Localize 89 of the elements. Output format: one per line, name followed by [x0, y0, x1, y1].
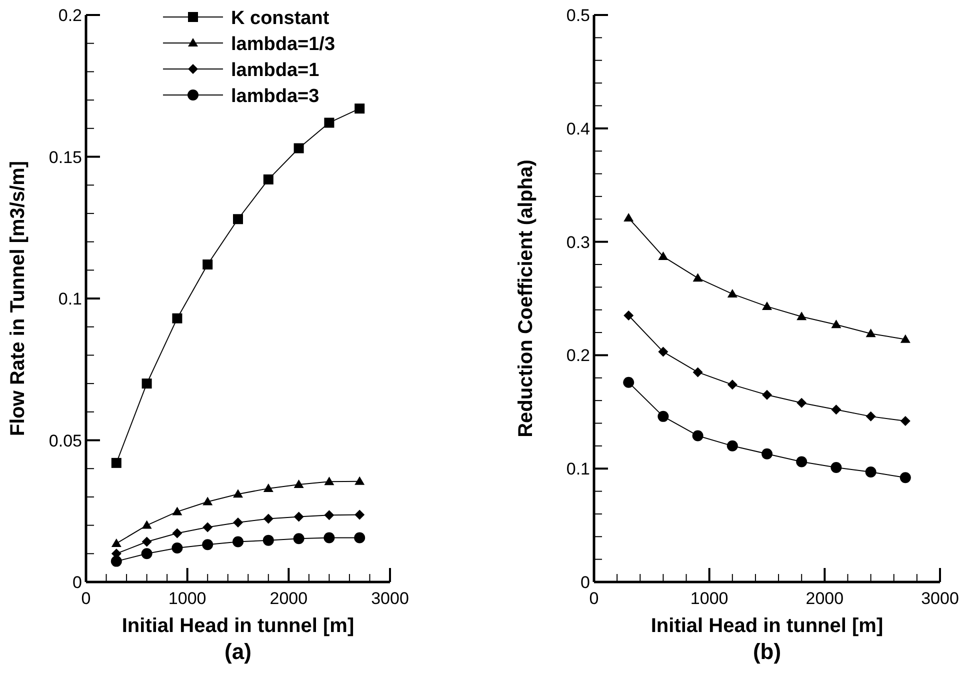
- point: [354, 532, 366, 544]
- point: [233, 517, 243, 528]
- legend-label: lambda=1: [231, 60, 320, 81]
- point: [658, 252, 668, 260]
- point: [110, 556, 122, 567]
- point: [762, 390, 772, 400]
- point: [831, 320, 842, 328]
- point: [692, 430, 704, 442]
- point: [172, 313, 182, 324]
- point: [202, 259, 213, 270]
- point: [866, 328, 876, 338]
- point: [263, 174, 274, 184]
- point: [111, 458, 122, 468]
- point: [796, 456, 808, 468]
- x-tick-label: 1000: [168, 589, 206, 608]
- x-tick-label: 1000: [690, 589, 728, 608]
- x-tick-label: 2000: [270, 589, 308, 608]
- point: [658, 346, 668, 357]
- point: [232, 536, 244, 548]
- point: [727, 380, 738, 390]
- y-tick-label: 0: [72, 573, 82, 592]
- point: [202, 522, 213, 532]
- point: [142, 536, 152, 547]
- point: [142, 520, 152, 529]
- point: [762, 448, 772, 460]
- point: [172, 506, 182, 516]
- point: [658, 410, 669, 422]
- point: [865, 466, 876, 478]
- legend-label: lambda=1/3: [231, 34, 336, 55]
- y-tick-label: 0.5: [566, 6, 590, 25]
- point: [202, 496, 213, 506]
- point: [233, 489, 243, 498]
- point: [141, 548, 152, 560]
- y-tick-label: 0.05: [48, 431, 82, 450]
- y-tick-label: 0.1: [58, 290, 82, 308]
- point: [830, 462, 842, 473]
- x-tick-label: 3000: [921, 589, 959, 608]
- point: [324, 532, 335, 544]
- point: [727, 288, 738, 298]
- point: [796, 312, 807, 320]
- y-tick-label: 0: [580, 573, 590, 592]
- y-tick-label: 0.3: [566, 232, 590, 252]
- point: [324, 510, 334, 520]
- point: [354, 476, 365, 485]
- y-tick-label: 0.4: [566, 119, 590, 138]
- point: [202, 539, 214, 550]
- text: (b): [752, 639, 782, 664]
- point: [233, 214, 243, 224]
- point: [263, 514, 274, 524]
- point: [623, 376, 634, 388]
- point: [726, 440, 738, 452]
- y-axis-title: Flow Rate in Tunnel [m3/s/m]: [7, 160, 29, 436]
- point: [324, 118, 334, 128]
- point: [900, 472, 911, 484]
- point: [294, 512, 304, 522]
- point: [762, 301, 772, 310]
- point: [142, 378, 152, 389]
- point: [324, 476, 334, 486]
- point: [692, 273, 703, 282]
- x-tick-label: 3000: [371, 589, 409, 608]
- point: [293, 533, 304, 544]
- point: [172, 542, 183, 554]
- point: [172, 528, 182, 538]
- point: [262, 534, 274, 546]
- legend-label: lambda=3: [231, 86, 320, 107]
- point: [866, 411, 876, 422]
- y-tick-label: 0.2: [58, 6, 82, 25]
- point: [354, 510, 365, 520]
- point: [692, 367, 703, 378]
- x-tick-label: 2000: [806, 589, 844, 608]
- x-axis-title: Initial Head in tunnel [m]: [650, 615, 884, 637]
- point: [111, 538, 122, 547]
- y-axis-title: Reduction Coefficient (alpha): [515, 160, 537, 438]
- point: [263, 483, 274, 492]
- point: [831, 404, 842, 415]
- point: [294, 143, 304, 154]
- point: [900, 416, 910, 426]
- y-tick-label: 0.2: [566, 346, 590, 366]
- point: [900, 334, 910, 343]
- point: [796, 398, 807, 408]
- y-tick-label: 0.1: [566, 460, 590, 479]
- point: [294, 479, 304, 488]
- point: [624, 310, 634, 321]
- point: [354, 104, 365, 114]
- text: (a): [224, 639, 252, 664]
- y-tick-label: 0.15: [48, 148, 82, 167]
- x-axis-title: Initial Head in tunnel [m]: [122, 615, 354, 637]
- legend-label: K constant: [231, 8, 330, 29]
- point: [624, 212, 634, 222]
